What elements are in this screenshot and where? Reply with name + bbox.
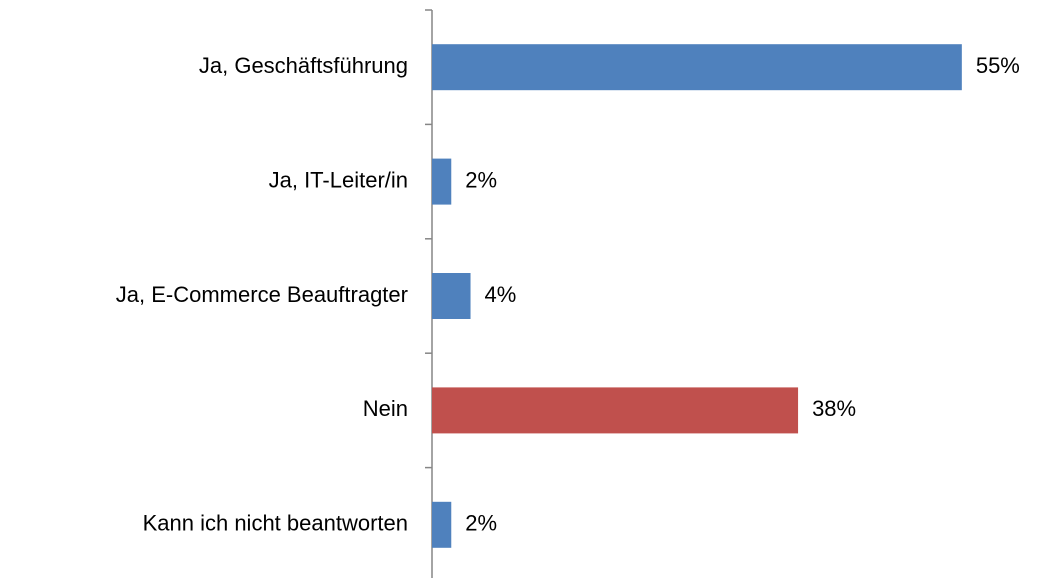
category-label: Kann ich nicht beantworten: [143, 511, 408, 536]
category-label: Ja, E-Commerce Beauftragter: [116, 282, 408, 307]
category-label: Nein: [363, 396, 408, 421]
value-label: 2%: [465, 511, 497, 536]
value-label: 55%: [976, 53, 1020, 78]
category-label: Ja, IT-Leiter/in: [269, 167, 408, 192]
bar: [432, 501, 452, 548]
bar: [432, 44, 962, 91]
bar: [432, 387, 799, 434]
value-label: 2%: [465, 167, 497, 192]
bar: [432, 158, 452, 205]
value-label: 38%: [812, 396, 856, 421]
bar: [432, 273, 471, 319]
category-label: Ja, Geschäftsführung: [199, 53, 408, 78]
value-label: 4%: [485, 282, 517, 307]
